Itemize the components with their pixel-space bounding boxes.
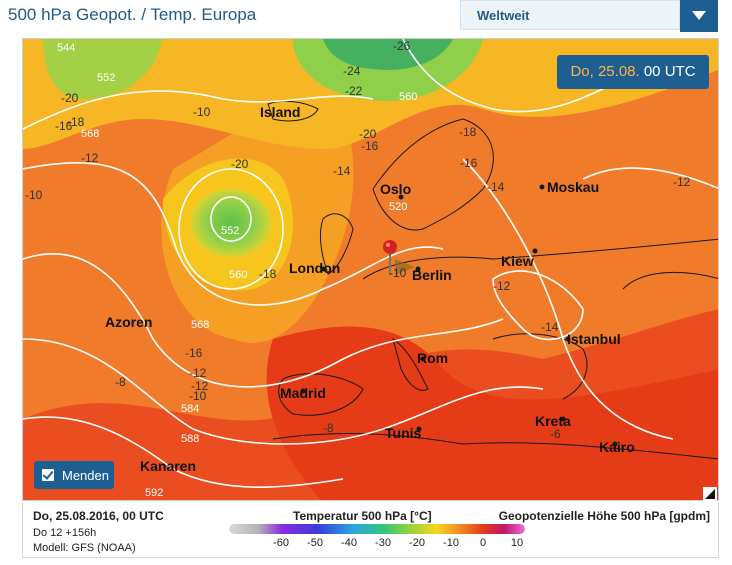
- legend-tick-label: -20: [409, 537, 425, 549]
- city-label-berlin: Berlin: [412, 267, 452, 283]
- legend-tick-label: -60: [273, 537, 289, 549]
- weather-map[interactable]: Island Oslo Moskau London Berlin Kiew Azoren Is…: [22, 38, 719, 501]
- temperature-label: -26: [393, 39, 411, 53]
- north-cold-core-3: [323, 39, 453, 70]
- legend-tick-label: -10: [443, 537, 459, 549]
- legend-ticks: -60 -50 -40 -30 -20 -10 0 10: [229, 537, 529, 551]
- time-badge: Do, 25.08. 00 UTC: [557, 55, 709, 89]
- region-select[interactable]: Weltweit: [460, 0, 680, 30]
- header: 500 hPa Geopot. / Temp. Europa Weltweit: [0, 0, 732, 34]
- map-canvas: [23, 39, 718, 500]
- temperature-label: -10: [189, 389, 207, 403]
- temperature-label: -8: [115, 375, 126, 389]
- temperature-label: -14: [487, 180, 505, 194]
- temperature-label: -22: [345, 84, 363, 98]
- legend-tick-label: 0: [479, 537, 487, 549]
- temperature-label: -12: [191, 379, 209, 393]
- chevron-down-icon: [692, 11, 706, 20]
- temperature-label: -16: [55, 119, 73, 133]
- city-label-rom: Rom: [417, 350, 449, 366]
- temperature-label: -12: [189, 366, 207, 380]
- model-info: Modell: GFS (NOAA): [33, 542, 136, 554]
- city-label-azoren: Azoren: [105, 314, 153, 330]
- right-gutter: [720, 38, 732, 558]
- temperature-label: -18: [259, 267, 277, 281]
- temperature-label: -10: [389, 266, 407, 280]
- isohypse-label: 588: [181, 433, 200, 445]
- isohypse-label: 552: [97, 72, 116, 84]
- menden-toggle-button[interactable]: Menden: [34, 461, 114, 489]
- temperature-label: -18: [67, 115, 85, 129]
- temperature-label: -20: [231, 157, 249, 171]
- city-label-madrid: Madrid: [280, 385, 326, 401]
- city-label-istanbul: Istanbul: [567, 331, 621, 347]
- temperature-legend-title: Temperatur 500 hPa [°C]: [293, 509, 432, 523]
- isohypses: [23, 39, 718, 488]
- city-label-kiew: Kiew: [501, 253, 534, 269]
- coastlines: [267, 100, 718, 460]
- valid-time: Do, 25.08.2016, 00 UTC: [33, 509, 164, 523]
- temperature-label: -20: [359, 127, 377, 141]
- region-dropdown-button[interactable]: [680, 0, 718, 32]
- temperature-label: -6: [550, 427, 561, 441]
- menden-label: Menden: [62, 468, 109, 483]
- city-label-tunis: Tunis: [385, 425, 422, 441]
- city-label-kreta: Kreta: [535, 413, 571, 429]
- city-label-moskau: Moskau: [547, 179, 600, 195]
- temperature-label: -12: [81, 151, 99, 165]
- temperature-label: -24: [343, 64, 361, 78]
- location-pin-icon[interactable]: [383, 240, 415, 275]
- city-label-kanaren: Kanaren: [140, 458, 197, 474]
- temperature-label: -16: [361, 139, 379, 153]
- north-cold-core-1: [43, 39, 163, 99]
- isohypse-label: 560: [229, 269, 248, 281]
- city-label-island: Island: [260, 104, 301, 120]
- temperature-label: -18: [459, 125, 477, 139]
- temperature-label: -10: [193, 105, 211, 119]
- temperature-label: -16: [185, 346, 203, 360]
- resize-corner-icon[interactable]: [703, 487, 717, 501]
- time-badge-time: 00 UTC: [643, 63, 696, 80]
- temperature-label: -8: [323, 421, 334, 435]
- temperature-color-bar: [229, 524, 525, 534]
- isohypse-label: 520: [389, 201, 408, 213]
- cold-core-green: [191, 189, 271, 257]
- isohypse-label: 560: [399, 91, 418, 103]
- isohypse-label: 568: [81, 128, 100, 140]
- legend-tick-label: -30: [375, 537, 391, 549]
- isohypse-label: 592: [145, 487, 164, 499]
- region-select-value: Weltweit: [477, 8, 530, 23]
- temperature-label: -12: [493, 279, 511, 293]
- checkbox-icon: [42, 469, 54, 481]
- page-title: 500 hPa Geopot. / Temp. Europa: [8, 5, 257, 24]
- city-markers: [300, 184, 618, 447]
- temperature-label: -12: [673, 175, 691, 189]
- time-badge-date: Do, 25.08.: [570, 63, 640, 80]
- temperature-label: -14: [541, 320, 559, 334]
- city-label-oslo: Oslo: [380, 181, 412, 197]
- legend-tick-label: 10: [510, 537, 524, 549]
- city-label-kairo: Kairo: [599, 439, 635, 455]
- map-footer: Do, 25.08.2016, 00 UTC Do 12 +156h Model…: [22, 502, 719, 558]
- temperature-label: -16: [460, 156, 478, 170]
- city-label-london: London: [289, 260, 341, 276]
- hot-region: [266, 326, 718, 500]
- isohypse-label: 544: [57, 42, 76, 54]
- temperature-label: -14: [333, 164, 351, 178]
- temperature-label: -20: [61, 91, 79, 105]
- run-info: Do 12 +156h: [33, 527, 97, 539]
- isohypse-label: 568: [191, 319, 210, 331]
- isohypse-label: 584: [181, 403, 200, 415]
- legend-tick-label: -50: [307, 537, 323, 549]
- temperature-label: -10: [25, 188, 43, 202]
- legend-tick-label: -40: [341, 537, 357, 549]
- geopotential-legend-title: Geopotenzielle Höhe 500 hPa [gpdm]: [498, 509, 710, 523]
- isohypse-label: 552: [221, 225, 240, 237]
